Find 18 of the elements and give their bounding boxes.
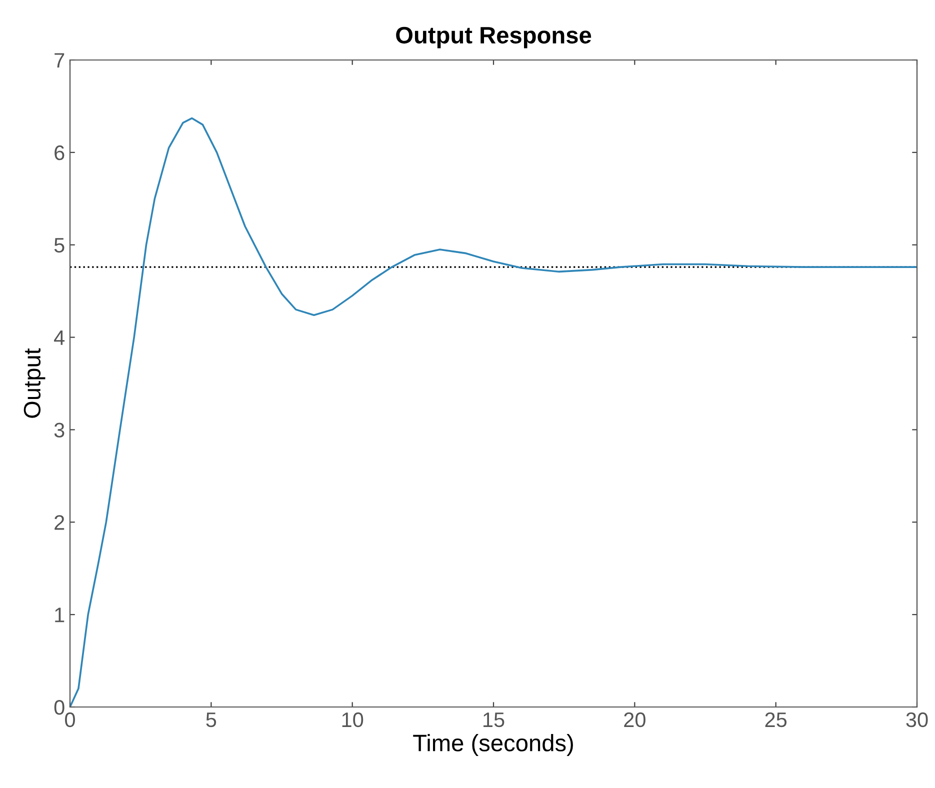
x-tick-label: 15 <box>484 712 504 728</box>
y-tick-label: 1 <box>55 608 64 622</box>
x-axis-title: Time (seconds) <box>413 734 573 756</box>
y-tick-label: 4 <box>54 330 65 345</box>
y-tick-label: 5 <box>54 238 64 253</box>
x-tick-label: 30 <box>906 712 928 728</box>
x-tick-label: 0 <box>65 712 75 728</box>
chart-title: Output Response <box>396 26 592 48</box>
x-tick-label: 5 <box>206 712 216 728</box>
x-tick-label: 20 <box>624 712 646 728</box>
x-tick-label: 25 <box>765 712 787 728</box>
y-tick-label: 7 <box>54 53 64 68</box>
y-axis-title: Output <box>24 348 46 418</box>
y-tick-label: 6 <box>54 145 64 160</box>
x-tick-label: 10 <box>342 712 364 728</box>
y-tick-label: 0 <box>54 700 64 715</box>
y-tick-label: 2 <box>54 515 64 530</box>
y-tick-label: 3 <box>54 422 64 438</box>
